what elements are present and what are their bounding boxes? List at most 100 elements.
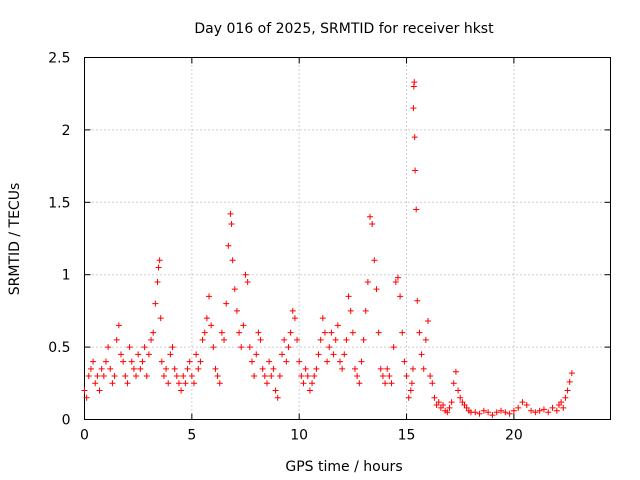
data-point xyxy=(281,336,288,343)
data-point xyxy=(392,278,399,285)
data-point xyxy=(326,344,333,351)
data-point xyxy=(169,344,176,351)
data-point xyxy=(364,278,371,285)
data-point xyxy=(444,409,451,416)
data-point xyxy=(122,373,129,380)
data-point xyxy=(317,336,324,343)
data-point xyxy=(201,329,208,336)
data-point xyxy=(294,336,301,343)
data-point xyxy=(300,380,307,387)
data-point xyxy=(377,365,384,372)
data-point xyxy=(455,387,462,394)
data-point xyxy=(274,394,281,401)
data-point xyxy=(285,344,292,351)
data-point xyxy=(124,380,131,387)
data-point xyxy=(371,257,378,264)
data-point xyxy=(489,412,496,419)
y-tick-label: 2.5 xyxy=(48,51,70,67)
data-point xyxy=(165,380,172,387)
data-point xyxy=(532,409,539,416)
data-point xyxy=(412,167,419,174)
data-point xyxy=(182,380,189,387)
data-point xyxy=(343,336,350,343)
data-point xyxy=(184,365,191,372)
x-tick-label: 20 xyxy=(505,428,523,444)
data-point xyxy=(259,365,266,372)
data-point xyxy=(223,300,230,307)
data-point xyxy=(311,373,318,380)
data-point xyxy=(188,373,195,380)
data-point xyxy=(193,351,200,358)
data-point xyxy=(409,365,416,372)
data-point xyxy=(306,387,313,394)
data-point xyxy=(203,315,210,322)
data-point xyxy=(130,365,137,372)
data-point xyxy=(216,380,223,387)
data-point xyxy=(158,358,165,365)
data-point xyxy=(143,373,150,380)
data-point xyxy=(562,394,569,401)
data-point xyxy=(135,351,142,358)
data-point xyxy=(373,286,380,293)
data-point xyxy=(240,322,247,329)
y-tick-label: 1.5 xyxy=(48,195,70,211)
data-point xyxy=(416,329,423,336)
data-point xyxy=(493,409,500,416)
data-point xyxy=(195,365,202,372)
data-point xyxy=(115,322,122,329)
data-point xyxy=(375,329,382,336)
data-point xyxy=(233,307,240,314)
data-point xyxy=(279,351,286,358)
data-point xyxy=(352,365,359,372)
gridlines xyxy=(84,57,611,420)
data-point xyxy=(236,329,243,336)
data-point xyxy=(238,344,245,351)
data-point xyxy=(330,351,337,358)
data-point xyxy=(231,286,238,293)
data-point xyxy=(100,373,107,380)
data-point xyxy=(379,373,386,380)
data-point xyxy=(448,399,455,406)
data-point xyxy=(157,315,164,322)
data-point xyxy=(180,373,187,380)
data-point xyxy=(253,351,260,358)
data-point xyxy=(266,358,273,365)
data-point xyxy=(128,358,135,365)
y-tick-label: 0.5 xyxy=(48,340,70,356)
data-point xyxy=(388,380,395,387)
data-point xyxy=(152,300,159,307)
data-point xyxy=(339,365,346,372)
data-point xyxy=(356,380,363,387)
plot-frame xyxy=(84,57,611,420)
x-tick-label: 0 xyxy=(80,428,89,444)
data-point xyxy=(403,373,410,380)
data-point xyxy=(186,358,193,365)
data-point xyxy=(160,373,167,380)
data-point xyxy=(386,373,393,380)
data-point xyxy=(457,394,464,401)
data-point xyxy=(420,365,427,372)
data-point xyxy=(150,329,157,336)
data-point xyxy=(289,307,296,314)
data-point xyxy=(296,358,303,365)
data-point xyxy=(411,134,418,141)
data-point xyxy=(221,336,228,343)
data-point xyxy=(156,257,163,264)
data-point xyxy=(354,373,361,380)
data-point xyxy=(229,257,236,264)
data-point xyxy=(411,79,418,86)
data-point xyxy=(139,358,146,365)
data-point xyxy=(401,358,408,365)
data-point xyxy=(90,358,97,365)
data-point xyxy=(212,365,219,372)
data-point xyxy=(304,373,311,380)
data-point xyxy=(133,373,140,380)
data-point xyxy=(523,402,530,409)
data-point xyxy=(407,387,414,394)
data-point xyxy=(413,206,420,213)
data-point xyxy=(283,358,290,365)
y-tick-label: 1 xyxy=(62,268,71,284)
data-point xyxy=(334,322,341,329)
data-point xyxy=(349,329,356,336)
